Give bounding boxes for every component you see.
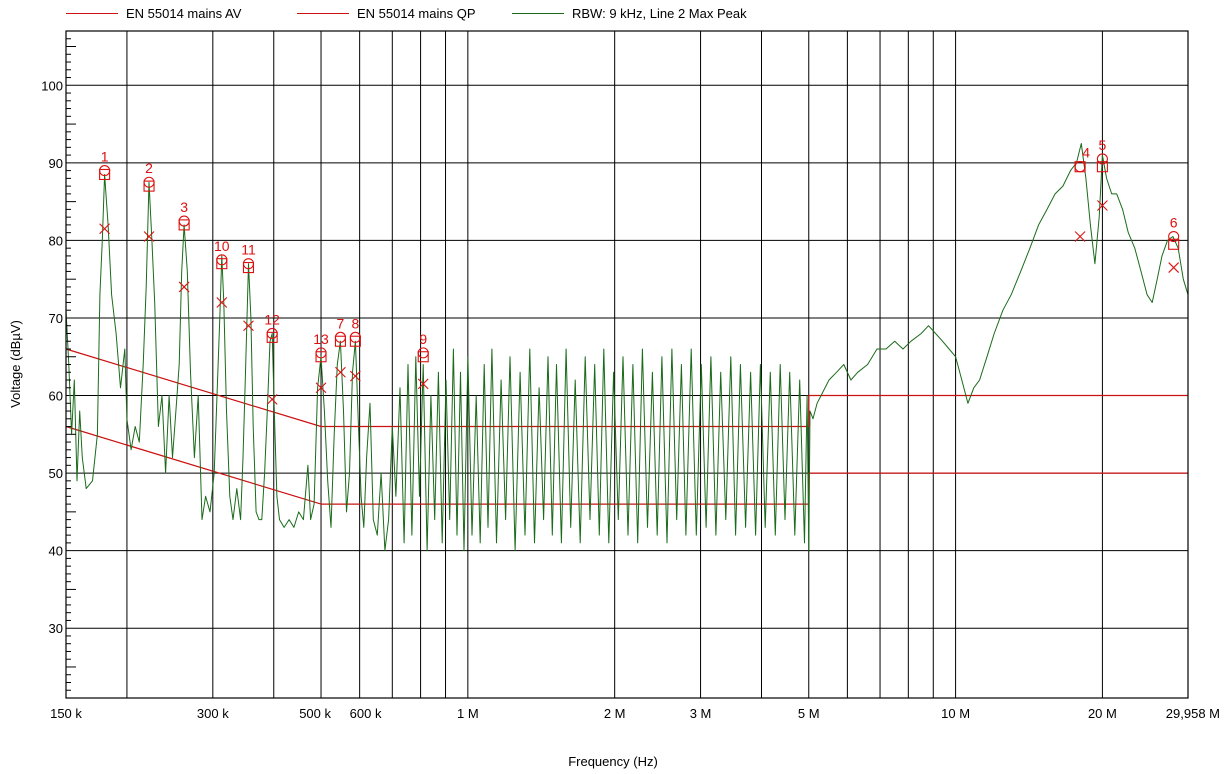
marker-av-cross xyxy=(99,223,111,235)
y-tick-label: 100 xyxy=(41,78,63,93)
marker-qp-square xyxy=(178,219,190,231)
peak-trace xyxy=(65,143,1189,552)
marker-av-cross xyxy=(243,320,254,332)
x-tick-label: 10 M xyxy=(941,706,970,721)
x-tick-label: 2 M xyxy=(604,706,626,721)
marker-6: 6 xyxy=(1168,215,1180,273)
marker-av-cross xyxy=(178,281,190,293)
marker-qp-square xyxy=(334,335,346,347)
marker-av-cross xyxy=(266,394,278,405)
marker-label: 1 xyxy=(101,149,109,165)
y-tick-label: 70 xyxy=(49,311,63,326)
marker-label: 12 xyxy=(264,311,280,327)
legend-item-peak-trace: RBW: 9 kHz, Line 2 Max Peak xyxy=(512,6,747,21)
marker-peak-circle xyxy=(1168,230,1180,243)
x-tick-label: 600 k xyxy=(350,706,382,721)
x-tick-label: 3 M xyxy=(690,706,712,721)
x-axis-label: Frequency (Hz) xyxy=(568,754,658,769)
marker-label: 6 xyxy=(1170,215,1178,231)
marker-qp-square xyxy=(1074,161,1086,173)
marker-av-cross xyxy=(1074,231,1086,242)
marker-qp-square xyxy=(417,351,429,363)
marker-av-cross xyxy=(315,382,327,394)
marker-qp-square xyxy=(1168,238,1180,250)
marker-peak-circle xyxy=(1096,153,1108,165)
marker-12: 12 xyxy=(264,311,280,405)
marker-8: 8 xyxy=(349,315,361,382)
marker-label: 11 xyxy=(241,242,256,258)
x-tick-label: 150 k xyxy=(50,706,82,721)
marker-1: 1 xyxy=(99,149,111,235)
marker-av-cross xyxy=(1097,200,1108,211)
y-tick-label: 60 xyxy=(49,389,63,404)
limit-lines xyxy=(65,348,1188,505)
legend-item-av-limit: EN 55014 mains AV xyxy=(66,6,241,21)
y-tick-label: 50 xyxy=(49,466,63,481)
grid xyxy=(65,31,1188,698)
marker-label: 2 xyxy=(145,160,153,176)
x-tick-label: 29,958 M xyxy=(1166,706,1220,721)
axes: 30 40 50 60 70 80 90 100 150 k 300 k 500 k 600 k 1 M… xyxy=(41,30,1220,721)
limit-line xyxy=(65,348,1188,428)
marker-label: 7 xyxy=(337,315,345,331)
y-tick-label: 90 xyxy=(49,156,63,171)
marker-label: 8 xyxy=(351,315,359,331)
legend-label-av-limit: EN 55014 mains AV xyxy=(126,6,242,21)
y-tick-label: 30 xyxy=(49,621,63,636)
marker-av-cross xyxy=(417,378,429,390)
marker-qp-square xyxy=(242,262,255,274)
marker-qp-square xyxy=(143,180,155,192)
marker-qp-square xyxy=(1096,161,1108,173)
marker-av-cross xyxy=(143,231,155,242)
marker-qp-square xyxy=(266,331,278,343)
marker-label: 3 xyxy=(180,199,188,215)
chart-legend: EN 55014 mains AV EN 55014 mains QP RBW:… xyxy=(0,6,1227,24)
marker-qp-square xyxy=(216,258,228,270)
x-tick-label: 5 M xyxy=(798,706,820,721)
legend-swatch-peak-trace xyxy=(512,13,564,14)
y-tick-label: 80 xyxy=(49,233,63,248)
marker-label: 9 xyxy=(419,331,427,347)
legend-swatch-qp-limit xyxy=(297,13,349,14)
plot-frame xyxy=(65,30,1189,699)
marker-7: 7 xyxy=(334,315,346,378)
marker-qp-square xyxy=(315,351,327,363)
marker-qp-square xyxy=(349,335,361,347)
marker-9: 9 xyxy=(417,331,429,390)
marker-3: 3 xyxy=(178,199,190,293)
marker-label: 5 xyxy=(1099,137,1107,153)
legend-label-peak-trace: RBW: 9 kHz, Line 2 Max Peak xyxy=(572,6,747,21)
spectrum-trace xyxy=(65,143,1189,552)
x-tick-label: 1 M xyxy=(457,706,479,721)
x-tick-label: 500 k xyxy=(299,706,331,721)
legend-item-qp-limit: EN 55014 mains QP xyxy=(297,6,476,21)
marker-11: 11 xyxy=(241,242,256,332)
legend-label-qp-limit: EN 55014 mains QP xyxy=(357,6,476,21)
marker-label: 13 xyxy=(313,331,329,347)
marker-4: 4 xyxy=(1074,145,1090,242)
x-tick-label: 20 M xyxy=(1088,706,1117,721)
marker-peak-circle xyxy=(417,347,429,359)
legend-swatch-av-limit xyxy=(66,13,118,14)
marker-av-cross xyxy=(349,370,361,382)
marker-13: 13 xyxy=(313,331,329,394)
x-tick-label: 300 k xyxy=(197,706,229,721)
marker-5: 5 xyxy=(1096,137,1108,211)
marker-10: 10 xyxy=(214,238,230,308)
marker-av-cross xyxy=(216,297,228,308)
marker-label: 4 xyxy=(1082,145,1090,161)
marker-av-cross xyxy=(1168,262,1180,273)
marker-qp-square xyxy=(99,168,111,181)
marker-label: 10 xyxy=(214,238,230,254)
y-tick-label: 40 xyxy=(49,544,63,559)
marker-2: 2 xyxy=(143,160,155,242)
marker-av-cross xyxy=(335,366,346,378)
y-axis-label: Voltage (dBµV) xyxy=(8,320,23,408)
